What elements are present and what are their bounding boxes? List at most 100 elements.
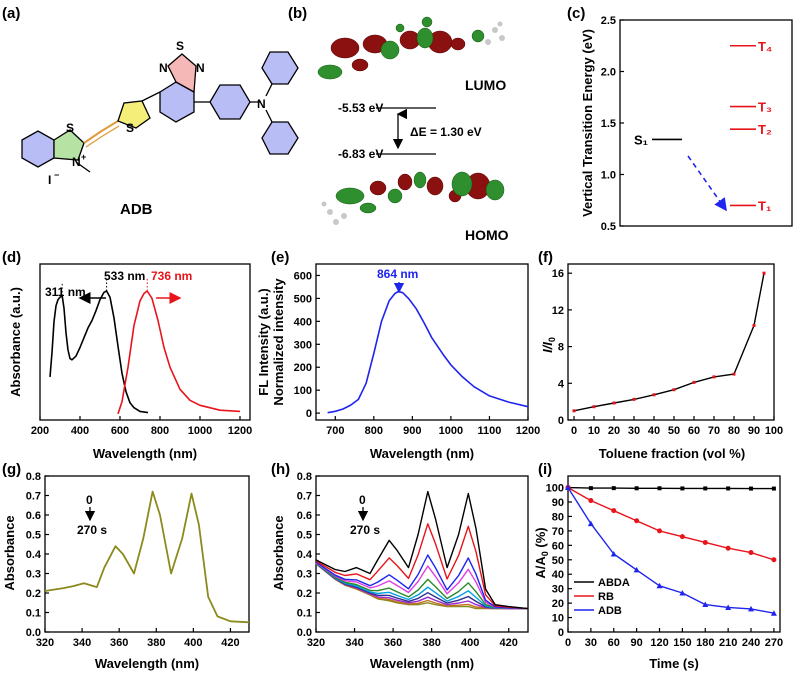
h-ytick-label: 0.6 xyxy=(297,510,312,522)
panel-g: Absorbance Wavelength (nm) 320 340 360 380 4… xyxy=(2,471,250,671)
g-ytick-label: 0.1 xyxy=(26,608,41,620)
i-ytick-label: 40 xyxy=(552,569,564,581)
d-peak-736: 736 nm xyxy=(151,269,192,283)
d-xtick-label: 400 xyxy=(71,425,89,437)
f-data-point xyxy=(752,323,756,327)
i-xtick-label: 60 xyxy=(608,637,620,649)
i-point-RB xyxy=(771,557,777,563)
panel-c-energy-levels: Vertical Transition Energy (eV) 0.5 1.0 1.… xyxy=(580,15,793,233)
panel-label-f: (f) xyxy=(538,249,553,266)
e-ytick-label: 300 xyxy=(294,339,312,351)
f-data-point xyxy=(652,393,656,397)
f-data-point xyxy=(732,372,736,376)
i-point-ABDA xyxy=(703,486,708,491)
d-xtick-label: 800 xyxy=(151,425,169,437)
g-xlabel: Wavelength (nm) xyxy=(95,656,199,671)
panel-label-i: (i) xyxy=(538,461,552,478)
i-xtick-label: 90 xyxy=(631,637,643,649)
h-time-end: 270 s xyxy=(350,523,380,537)
f-xtick-label: 80 xyxy=(728,425,740,437)
i-xtick-label: 270 xyxy=(765,637,783,649)
i-ytick-label: 20 xyxy=(552,598,564,610)
panel-label-h: (h) xyxy=(271,461,290,478)
lumo-label: LUMO xyxy=(465,77,506,93)
i-ytick-label: 0 xyxy=(558,627,564,639)
g-ytick-label: 0.6 xyxy=(26,510,41,522)
e-xtick-label: 800 xyxy=(365,425,383,437)
i-xtick-label: 120 xyxy=(650,637,668,649)
h-series-0s xyxy=(315,490,529,610)
h-ytick-label: 0.1 xyxy=(297,608,312,620)
panel-label-g: (g) xyxy=(2,461,21,478)
f-data-point xyxy=(672,388,676,392)
i-xtick-label: 210 xyxy=(719,637,737,649)
i-point-ADB xyxy=(565,484,571,491)
i-point-RB xyxy=(702,539,708,545)
thiadiazole-ring xyxy=(167,53,197,94)
amine-phenyl-1 xyxy=(261,51,299,85)
e-ylabel: FL Intensity (a.u.) xyxy=(256,288,271,395)
i-point-RB xyxy=(748,550,754,556)
f-data-point xyxy=(572,409,576,413)
panel-f: I/I0 Toluene fraction (vol %) 0 10 20 30 40 5… xyxy=(540,263,783,461)
d-ylabel: Absorbance (a.u.) xyxy=(8,287,23,397)
d-series-absorbance xyxy=(49,290,149,414)
g-time-end: 270 s xyxy=(77,523,107,537)
i-xtick-label: 180 xyxy=(696,637,714,649)
g-time-start: 0 xyxy=(86,493,93,507)
i-ytick-label: 90 xyxy=(552,497,564,509)
f-ytick-label: 8 xyxy=(558,342,564,354)
f-xtick-label: 10 xyxy=(588,425,600,437)
i-ytick-label: 10 xyxy=(552,613,564,625)
d-xtick-label: 200 xyxy=(31,425,49,437)
lumo-energy: -5.53 eV xyxy=(338,101,383,115)
g-xtick-label: 340 xyxy=(73,637,91,649)
legend-label-ABDA: ABDA xyxy=(598,577,630,589)
d-series-emission xyxy=(117,290,241,415)
e-ytick-label: 600 xyxy=(294,270,312,282)
h-xlabel: Wavelength (nm) xyxy=(370,656,474,671)
i-point-ADB xyxy=(633,566,640,573)
g-ytick-label: 0.5 xyxy=(26,530,41,542)
g-xtick-label: 400 xyxy=(184,637,202,649)
panel-d: Absorbance (a.u.) Wavelength (nm) 200 400… xyxy=(8,263,252,461)
i-series-RB xyxy=(567,486,775,561)
i-point-ADB xyxy=(725,604,732,610)
panel-label-b: (b) xyxy=(288,5,307,22)
g-xtick-label: 380 xyxy=(147,637,165,649)
h-ylabel: Absorbance xyxy=(271,515,286,590)
d-xlabel: Wavelength (nm) xyxy=(93,446,197,461)
panel-label-c: (c) xyxy=(567,5,585,22)
i-point-ADB xyxy=(610,551,617,557)
homo-label: HOMO xyxy=(465,227,509,243)
f-xtick-label: 20 xyxy=(608,425,620,437)
f-xtick-label: 100 xyxy=(765,425,783,437)
e-xtick-label: 700 xyxy=(326,425,344,437)
e-ytick-label: 500 xyxy=(294,293,312,305)
i-point-RB xyxy=(588,498,594,504)
h-ytick-label: 0.0 xyxy=(297,627,312,639)
i-point-ADB xyxy=(679,590,686,596)
i-point-ABDA xyxy=(749,486,754,491)
h-xtick-label: 320 xyxy=(307,637,325,649)
e-peak-label: 864 nm xyxy=(377,267,418,281)
i-ytick-label: 60 xyxy=(552,540,564,552)
legend-label-ADB: ADB xyxy=(598,605,622,617)
i-ytick-label: 70 xyxy=(552,526,564,538)
g-xtick-label: 420 xyxy=(221,637,239,649)
f-ytick-label: 12 xyxy=(552,305,564,317)
g-series-ABDA xyxy=(44,490,250,624)
atom-n-thiadiazole-1: N xyxy=(159,61,168,75)
f-xtick-label: 30 xyxy=(628,425,640,437)
i-point-ABDA xyxy=(726,486,731,491)
f-data-point xyxy=(712,375,716,379)
h-series-30s xyxy=(315,523,529,610)
i-point-ABDA xyxy=(588,486,593,491)
level-label-T2: T₂ xyxy=(758,122,772,137)
phenyl-ring xyxy=(209,84,251,120)
h-xtick-label: 360 xyxy=(384,637,402,649)
panel-label-e: (e) xyxy=(271,249,289,266)
vinyl-linker-2 xyxy=(85,125,120,148)
e-xlabel: Wavelength (nm) xyxy=(370,446,474,461)
c-ytick-label: 2.5 xyxy=(601,15,616,27)
